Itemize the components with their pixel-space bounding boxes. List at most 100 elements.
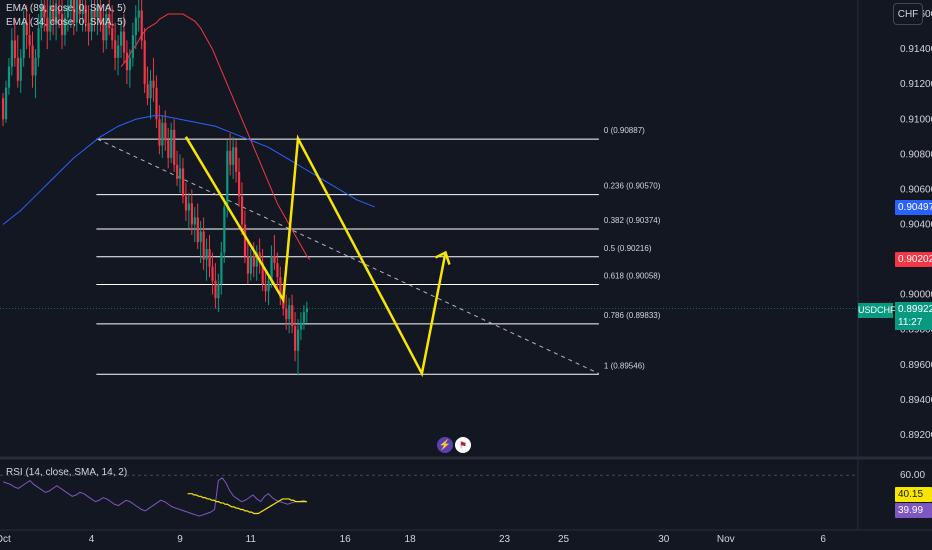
candle-body — [63, 17, 67, 36]
fib-level-label: 0.5 (0.90216) — [604, 244, 652, 253]
candle-body — [249, 256, 252, 274]
candle-body — [276, 263, 279, 278]
candle-body — [196, 217, 199, 243]
candle-body — [305, 308, 309, 313]
candle-body — [208, 249, 211, 267]
candle-body — [220, 252, 223, 285]
candle-body — [294, 326, 297, 351]
candle-body — [46, 17, 49, 32]
candle-body — [170, 129, 173, 158]
candle-body — [137, 10, 140, 18]
candle-body — [155, 87, 158, 120]
candle-body — [291, 305, 294, 327]
candle-body — [285, 308, 288, 320]
candle-body — [179, 168, 182, 179]
rsi-ma-line — [187, 493, 307, 515]
candle-body — [2, 98, 5, 120]
price-axis-label: 0.89200 — [900, 430, 932, 441]
rsi-ma-value-tag: 40.15 — [895, 487, 932, 503]
candle-body — [288, 305, 291, 320]
candle-body — [264, 284, 267, 292]
fib-level-label: 1 (0.89546) — [604, 361, 645, 370]
time-axis-label: 16 — [340, 534, 352, 545]
candle-body — [252, 256, 255, 267]
candle-body — [282, 298, 285, 309]
ema34-price-tag: 0.90202 — [895, 252, 932, 268]
candle-body — [184, 196, 188, 211]
candle-body — [128, 57, 132, 71]
ema89-indicator-label[interactable]: EMA (89, close, 0, SMA, 5) — [6, 3, 127, 14]
candle-body — [114, 40, 117, 58]
time-axis-label: 23 — [499, 534, 511, 545]
candle-body — [273, 256, 276, 264]
candle-body — [58, 10, 61, 15]
candle-body — [37, 28, 40, 58]
fib-level-label: 0.236 (0.90570) — [604, 182, 661, 191]
us-flag-icon[interactable]: ⚑ — [455, 437, 471, 453]
bar-countdown: 11:27 — [898, 317, 923, 328]
candle-body — [66, 5, 70, 18]
candle-body — [176, 164, 179, 179]
candle-body — [52, 5, 55, 23]
candle-body — [223, 206, 226, 253]
time-axis-label: 25 — [558, 534, 570, 545]
candle-body — [149, 80, 152, 99]
candle-body — [258, 252, 261, 264]
candle-body — [190, 203, 193, 225]
rsi-line — [2, 477, 308, 517]
ema89-price-tag: 0.90497 — [895, 200, 932, 216]
candle-body — [279, 277, 282, 299]
rsi-value-tag: 39.99 — [895, 502, 932, 518]
candle-body — [122, 31, 126, 53]
candle-body — [214, 280, 217, 299]
candle-body — [96, 5, 99, 18]
candle-body — [49, 5, 52, 32]
candle-body — [297, 329, 300, 351]
candle-body — [78, 0, 81, 15]
candle-body — [243, 224, 247, 257]
candle-body — [267, 280, 270, 292]
candle-body — [120, 31, 123, 46]
candle-body — [146, 84, 149, 99]
currency-button[interactable]: CHF — [893, 3, 923, 25]
ema34-indicator-label[interactable]: EMA (34, close, 0, SMA, 5) — [6, 17, 127, 28]
candle-body — [261, 263, 264, 285]
candle-body — [7, 66, 11, 88]
candle-body — [19, 57, 22, 81]
fib-level-label: 0.786 (0.89833) — [604, 311, 661, 320]
candle-body — [25, 22, 28, 36]
candle-body — [167, 140, 170, 158]
candle-body — [199, 231, 202, 243]
symbol-tag: USDCHF — [858, 303, 896, 318]
candle-body — [152, 80, 155, 88]
candle-body — [43, 5, 46, 18]
candle-body — [134, 17, 137, 36]
candle-body — [235, 147, 238, 172]
candle-body — [40, 5, 43, 29]
rsi-axis-label: 60.00 — [900, 470, 925, 481]
candle-body — [246, 256, 250, 274]
lightning-icon[interactable]: ⚡ — [437, 437, 453, 453]
candle-body — [111, 28, 114, 41]
candle-body — [205, 249, 208, 260]
candle-body — [105, 14, 108, 41]
candle-body — [55, 10, 58, 23]
candle-body — [69, 0, 73, 6]
rsi-indicator-label[interactable]: RSI (14, close, SMA, 14, 2) — [6, 467, 128, 478]
candle-body — [61, 14, 64, 36]
candle-body — [125, 52, 129, 71]
current-price-value: 0.89922 — [898, 304, 932, 315]
candle-body — [99, 5, 102, 23]
time-axis-label: Oct — [0, 534, 11, 545]
candle-body — [90, 10, 93, 32]
candle-body — [28, 35, 31, 46]
time-axis-label: Nov — [717, 534, 735, 545]
time-axis-label: 11 — [246, 534, 257, 545]
